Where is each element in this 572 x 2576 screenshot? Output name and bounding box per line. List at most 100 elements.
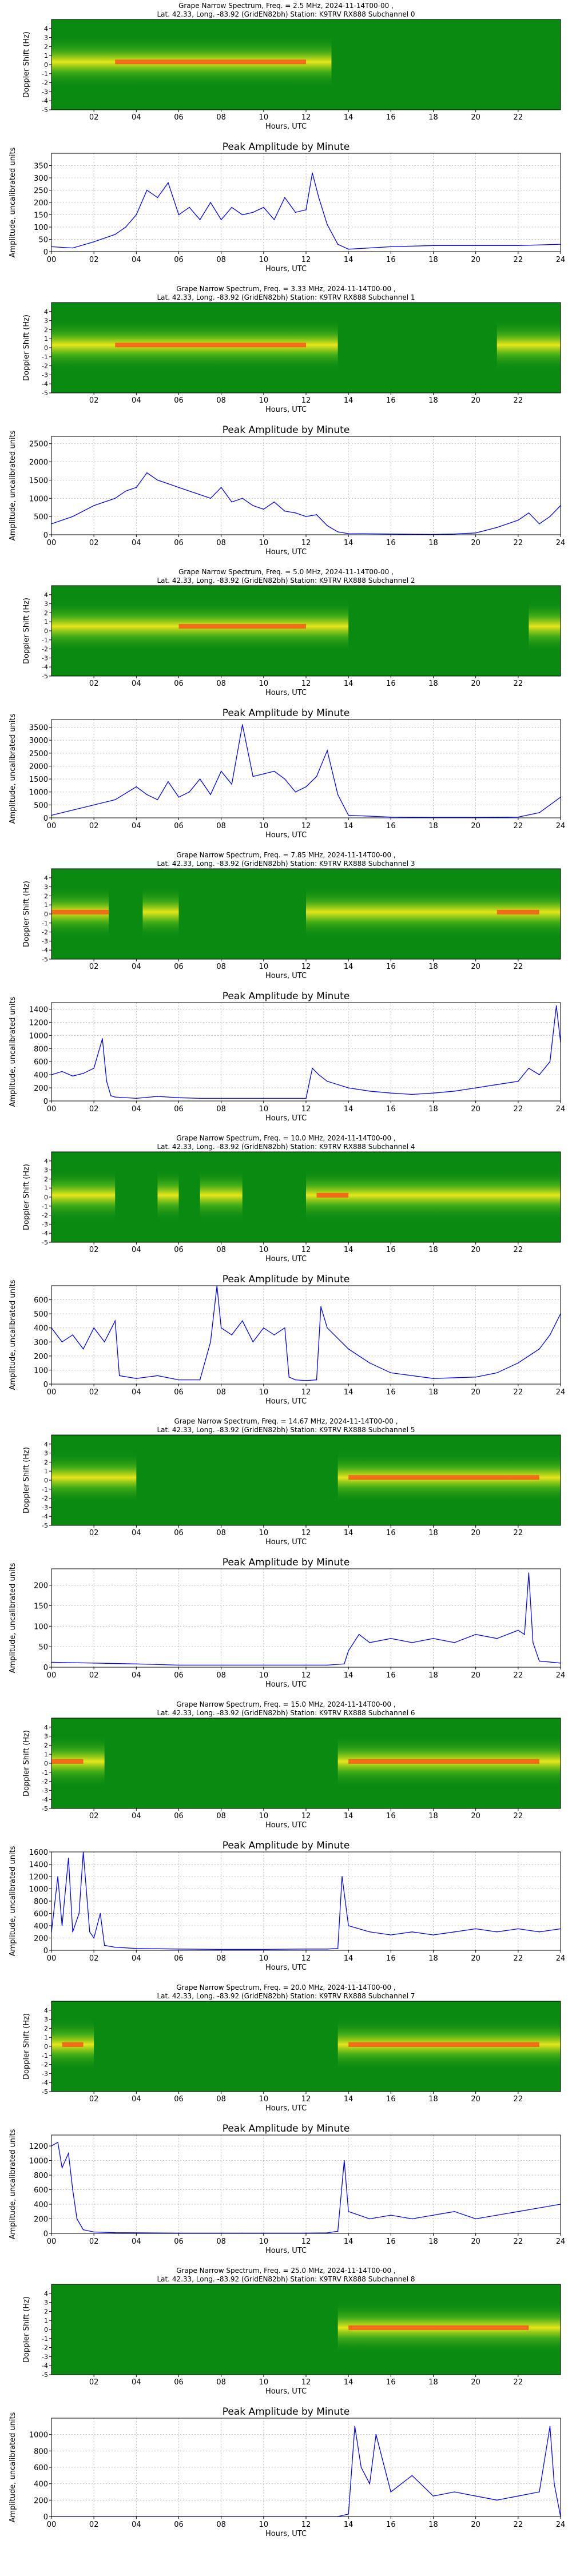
spectrogram-x-tick-label: 02 xyxy=(89,396,99,405)
amplitude-y-label: Amplitude, uncalibrated units xyxy=(9,996,17,1107)
amplitude-x-tick-label: 04 xyxy=(132,1671,141,1680)
amplitude-data-point xyxy=(369,1362,371,1363)
spectrogram-x-tick-label: 02 xyxy=(89,679,99,688)
amplitude-data-point xyxy=(199,494,201,495)
amplitude-title: Peak Amplitude by Minute xyxy=(223,707,350,719)
channel-group: Grape Narrow Spectrum, Freq. = 3.33 MHz,… xyxy=(9,285,565,556)
amplitude-title: Peak Amplitude by Minute xyxy=(223,2123,350,2134)
amplitude-x-tick-label: 10 xyxy=(259,539,269,547)
spectrogram-x-tick-label: 04 xyxy=(132,963,141,971)
amplitude-data-point xyxy=(114,1320,116,1322)
amplitude-title: Peak Amplitude by Minute xyxy=(223,1840,350,1851)
amplitude-y-label: Amplitude, uncalibrated units xyxy=(9,1279,17,1390)
amplitude-data-point xyxy=(82,1073,84,1074)
amplitude-y-tick-label: 400 xyxy=(34,1922,48,1931)
amplitude-x-tick-label: 08 xyxy=(216,1954,226,1963)
amplitude-data-point xyxy=(110,1095,112,1096)
signal-peak xyxy=(115,59,306,65)
spectrogram-x-tick-label: 18 xyxy=(428,1812,438,1820)
amplitude-x-tick-label: 14 xyxy=(344,2237,353,2246)
amplitude-x-tick-label: 08 xyxy=(216,256,226,264)
amplitude-y-tick-label: 800 xyxy=(34,2172,48,2180)
amplitude-x-tick-label: 00 xyxy=(47,822,57,830)
amplitude-data-point xyxy=(318,197,320,198)
spectrogram-x-tick-label: 14 xyxy=(344,679,353,688)
amplitude-series-line xyxy=(51,1573,561,1666)
amplitude-plot: Peak Amplitude by Minute 0 50 100 150 200 00 02… xyxy=(9,1557,565,1689)
amplitude-data-point xyxy=(549,1061,551,1062)
amplitude-data-point xyxy=(348,1650,349,1652)
spectrogram-y-tick-label: -4 xyxy=(42,947,48,954)
amplitude-data-point xyxy=(341,1876,343,1877)
amplitude-data-point xyxy=(136,214,137,216)
amplitude-x-tick-label: 02 xyxy=(89,2521,99,2529)
amplitude-data-point xyxy=(168,483,169,484)
amplitude-x-tick-label: 20 xyxy=(471,822,480,830)
spectrogram-y-tick-label: 1 xyxy=(44,618,48,626)
amplitude-x-tick-label: 02 xyxy=(89,822,99,830)
amplitude-x-tick-label: 12 xyxy=(301,1388,311,1397)
amplitude-data-point xyxy=(199,1379,201,1381)
amplitude-x-tick-label: 10 xyxy=(259,1671,269,1680)
spectrogram-y-tick-label: 2 xyxy=(44,1742,48,1749)
amplitude-x-label: Hours, UTC xyxy=(265,548,307,556)
signal-peak xyxy=(348,1475,539,1480)
amplitude-x-tick-label: 14 xyxy=(344,256,353,264)
amplitude-data-point xyxy=(518,1362,519,1363)
spectrogram-y-tick-label: -2 xyxy=(42,929,48,936)
spectrogram-x-tick-label: 10 xyxy=(259,2095,269,2104)
amplitude-data-point xyxy=(189,791,190,793)
spectrogram-x-tick-label: 06 xyxy=(174,1246,184,1254)
amplitude-series-line xyxy=(51,173,561,250)
spectrogram-y-tick-label: -3 xyxy=(42,654,48,662)
amplitude-data-point xyxy=(146,794,148,796)
spectrogram-y-tick-label: 2 xyxy=(44,2025,48,2032)
amplitude-data-point xyxy=(220,1949,222,1950)
spectrogram-x-tick-label: 08 xyxy=(216,963,226,971)
amplitude-x-tick-label: 18 xyxy=(428,1954,438,1963)
amplitude-data-point xyxy=(178,1664,180,1666)
amplitude-x-tick-label: 06 xyxy=(174,2521,184,2529)
signal-peak xyxy=(62,2042,84,2047)
amplitude-data-point xyxy=(189,490,190,492)
amplitude-data-point xyxy=(125,490,126,492)
spectrogram-x-tick-label: 14 xyxy=(344,396,353,405)
amplitude-series-line xyxy=(51,2141,561,2234)
spectrogram-x-tick-label: 04 xyxy=(132,679,141,688)
amplitude-x-tick-label: 06 xyxy=(174,1671,184,1680)
amplitude-data-point xyxy=(178,1949,180,1950)
amplitude-data-point xyxy=(348,2211,349,2212)
spectrogram-x-tick-label: 08 xyxy=(216,2378,226,2387)
spectrogram-y-tick-label: -1 xyxy=(42,2335,48,2343)
spectrogram-x-tick-label: 08 xyxy=(216,1529,226,1537)
spectrogram-y-tick-label: -4 xyxy=(42,1230,48,1237)
amplitude-data-point xyxy=(252,505,254,506)
amplitude-data-point xyxy=(475,2495,476,2497)
signal-band xyxy=(529,601,561,653)
spectrogram-x-tick-label: 04 xyxy=(132,396,141,405)
amplitude-data-point xyxy=(61,1341,63,1343)
amplitude-data-point xyxy=(93,1663,94,1664)
amplitude-x-tick-label: 16 xyxy=(386,822,396,830)
spectrogram-x-tick-label: 10 xyxy=(259,1529,269,1537)
amplitude-x-tick-label: 24 xyxy=(556,2521,566,2529)
spectrogram-y-tick-label: -2 xyxy=(42,2061,48,2069)
amplitude-y-tick-label: 200 xyxy=(34,2497,48,2505)
spectrogram-y-tick-label: 4 xyxy=(44,1441,48,1448)
spectrogram-y-tick-label: -5 xyxy=(42,389,48,397)
amplitude-data-point xyxy=(305,1664,307,1666)
spectrogram-y-tick-label: -2 xyxy=(42,1778,48,1786)
signal-peak xyxy=(348,2325,529,2330)
amplitude-data-point xyxy=(337,244,339,245)
amplitude-x-tick-label: 12 xyxy=(301,822,311,830)
amplitude-x-tick-label: 14 xyxy=(344,2521,353,2529)
spectrogram-x-tick-label: 22 xyxy=(514,963,523,971)
amplitude-data-point xyxy=(432,1378,434,1379)
amplitude-data-point xyxy=(61,1071,63,1072)
amplitude-data-point xyxy=(72,2189,73,2191)
amplitude-data-point xyxy=(136,1378,137,1379)
amplitude-data-point xyxy=(318,1074,320,1075)
amplitude-data-point xyxy=(231,1334,233,1335)
amplitude-data-point xyxy=(454,2211,455,2212)
amplitude-x-tick-label: 08 xyxy=(216,2237,226,2246)
